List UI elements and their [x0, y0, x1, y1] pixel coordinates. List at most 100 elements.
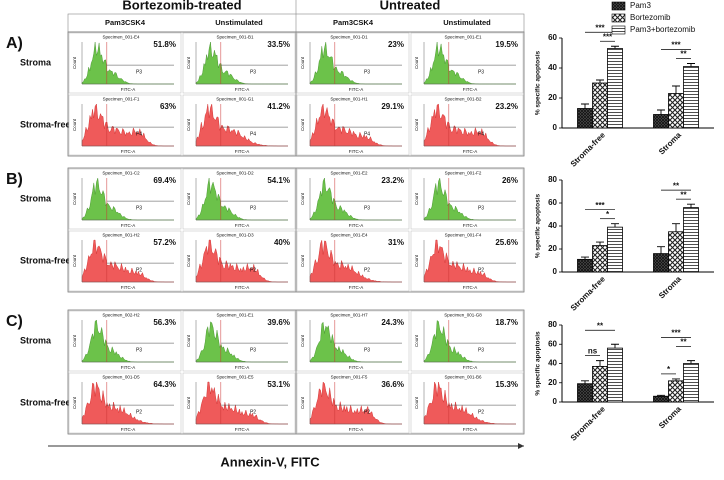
histogram-panel: P2 Specimen_001-E4 31% FITC-A Count: [296, 230, 410, 292]
bar: [668, 380, 684, 403]
significance-label: ***: [595, 23, 605, 32]
x-axis-label: FITC-A: [235, 365, 250, 370]
histogram-panel: P4 Specimen_001-G1 41.2% FITC-A Count: [182, 94, 296, 156]
specimen-name: Specimen_001-E2: [330, 171, 368, 176]
specimen-name: Specimen_001-F4: [445, 233, 482, 238]
group-title: Untreated: [380, 0, 441, 12]
bar: [607, 48, 623, 129]
bar: [668, 93, 684, 129]
plot-axes: [309, 382, 402, 425]
specimen-name: Specimen_001-F1: [103, 97, 140, 102]
percent-label: 29.1%: [381, 102, 404, 111]
histogram-panel: P2 Specimen_001-F5 36.6% FITC-A Count: [296, 372, 410, 434]
gate-label: P4: [136, 131, 142, 137]
x-axis-label: FITC-A: [463, 285, 478, 290]
x-axis-label: FITC-A: [121, 285, 136, 290]
specimen-name: Specimen_001-B6: [444, 375, 482, 380]
y-axis-label: Count: [414, 56, 419, 69]
percent-label: 53.1%: [267, 380, 290, 389]
x-axis-label: FITC-A: [349, 365, 364, 370]
gate-label: P2: [250, 409, 256, 415]
error-bar: [596, 79, 604, 83]
legend-swatch: [611, 1, 626, 11]
y-axis-label: Count: [414, 396, 419, 409]
specimen-name: Specimen_001-B2: [444, 97, 482, 102]
plot-axes: [309, 104, 402, 147]
y-tick-label: 40: [548, 359, 557, 368]
histogram-panel: P2 Specimen_001-B6 15.3% FITC-A Count: [410, 372, 524, 434]
y-axis-label: Count: [414, 254, 419, 267]
x-axis-label: FITC-A: [235, 285, 250, 290]
percent-label: 25.6%: [495, 238, 518, 247]
x-axis-label: FITC-A: [349, 223, 364, 228]
row-label: Stroma: [20, 57, 52, 67]
bar: [683, 66, 699, 129]
x-tick-label: Stroma: [657, 274, 683, 300]
y-axis-label: Count: [72, 334, 77, 347]
percent-label: 69.4%: [153, 176, 176, 185]
x-axis-label: FITC-A: [463, 427, 478, 432]
legend-label: Pam3+bortezomib: [630, 25, 696, 34]
percent-label: 23.2%: [495, 102, 518, 111]
plot-axes: [423, 320, 516, 363]
plot-axes: [309, 240, 402, 283]
plot-axes: [309, 320, 402, 363]
percent-label: 23%: [388, 40, 404, 49]
specimen-name: Specimen_001-F2: [445, 171, 482, 176]
specimen-name: Specimen_001-G1: [216, 97, 254, 102]
specimen-name: Specimen_002-H2: [102, 313, 140, 318]
gate-label: P3: [136, 69, 142, 75]
axis-title: Annexin-V, FITC: [220, 454, 320, 469]
error-bar: [596, 241, 604, 246]
plot-axes: [81, 42, 174, 85]
gate-label: P2: [364, 267, 370, 273]
percent-label: 15.3%: [495, 380, 518, 389]
panel-label: C): [6, 313, 23, 330]
error-bar: [596, 360, 604, 367]
bar: [607, 347, 623, 403]
gate-label: P3: [478, 205, 484, 211]
specimen-name: Specimen_001-E1: [216, 313, 254, 318]
y-axis-label: Count: [72, 192, 77, 205]
y-tick-label: 60: [548, 339, 557, 348]
x-axis-label: FITC-A: [349, 285, 364, 290]
y-axis-title: % specific apoptosis: [535, 193, 542, 258]
x-tick-label: Stroma-free: [569, 130, 608, 169]
y-tick-label: 20: [548, 93, 557, 102]
y-tick-label: 80: [548, 320, 557, 329]
plot-axes: [81, 382, 174, 425]
x-tick-label: Stroma-free: [569, 274, 608, 313]
y-tick-label: 0: [553, 397, 558, 406]
histogram-panel: P3 Specimen_002-H2 56.3% FITC-A Count: [68, 310, 182, 372]
y-axis-label: Count: [300, 334, 305, 347]
y-axis-label: Count: [300, 118, 305, 131]
plot-axes: [81, 320, 174, 363]
y-axis-title: % specific apoptosis: [535, 50, 542, 115]
error-bar: [687, 360, 695, 364]
x-axis-label: FITC-A: [349, 427, 364, 432]
plot-axes: [81, 104, 174, 147]
plot-axes: [81, 240, 174, 283]
x-axis-label: FITC-A: [463, 365, 478, 370]
significance-label: ns: [588, 347, 598, 356]
column-header: Pam3CSK4: [333, 18, 374, 27]
bar: [653, 114, 669, 129]
significance-label: **: [680, 190, 687, 199]
significance-label: *: [606, 210, 610, 219]
x-tick-label: Stroma: [657, 404, 683, 430]
x-axis-label: FITC-A: [121, 365, 136, 370]
x-tick-label: Stroma: [657, 130, 683, 156]
gate-label: P3: [478, 69, 484, 75]
histogram-panel: P3 Specimen_001-G8 18.7% FITC-A Count: [410, 310, 524, 372]
gate-label: P3: [250, 69, 256, 75]
gate-label: P2: [250, 267, 256, 273]
plot-axes: [81, 178, 174, 221]
histogram-panel: P2 Specimen_001-F4 25.6% FITC-A Count: [410, 230, 524, 292]
x-axis-label: FITC-A: [349, 149, 364, 154]
significance-label: **: [680, 50, 687, 59]
plot-axes: [195, 240, 288, 283]
percent-label: 36.6%: [381, 380, 404, 389]
specimen-name: Specimen_001-C2: [102, 171, 140, 176]
percent-label: 64.3%: [153, 380, 176, 389]
